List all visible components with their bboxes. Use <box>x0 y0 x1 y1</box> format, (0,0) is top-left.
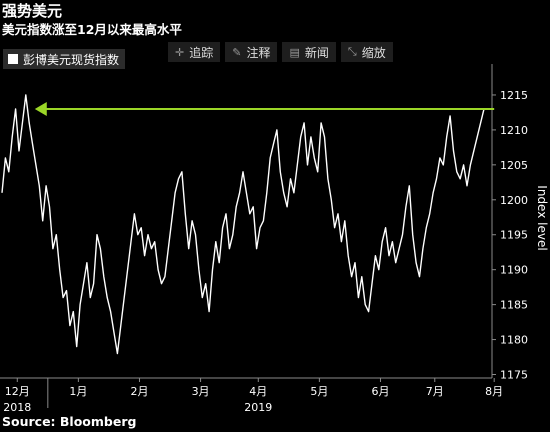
x-tick-label: 2月 <box>130 385 148 398</box>
annotate-icon: ✎ <box>232 45 242 59</box>
tool-annotate-label: 注释 <box>246 45 271 60</box>
tool-news-label: 新闻 <box>304 45 329 60</box>
x-tick-label: 12月 <box>5 385 30 398</box>
crosshair-icon: ✛ <box>175 45 185 59</box>
year-label: 2018 <box>3 401 31 414</box>
y-tick-label: 1215 <box>500 89 528 102</box>
y-tick-label: 1210 <box>500 124 528 137</box>
chart-toolbar: ✛ 追踪 ✎ 注释 ▤ 新闻 ⤡ 缩放 <box>168 42 398 62</box>
chart-subtitle: 美元指数涨至12月以来最高水平 <box>2 22 182 37</box>
series-line <box>1 94 485 355</box>
x-tick-label: 8月 <box>485 385 503 398</box>
x-tick-label: 1月 <box>69 385 87 398</box>
legend-label: 彭博美元现货指数 <box>23 52 120 67</box>
x-tick-label: 4月 <box>249 385 267 398</box>
legend[interactable]: 彭博美元现货指数 <box>3 49 126 69</box>
tool-track-label: 追踪 <box>189 45 214 60</box>
y-tick-label: 1195 <box>500 229 528 242</box>
year-label: 2019 <box>244 401 272 414</box>
tool-annotate-button[interactable]: ✎ 注释 <box>225 42 278 62</box>
tool-zoom-button[interactable]: ⤡ 缩放 <box>340 42 393 62</box>
x-tick-label: 7月 <box>426 385 444 398</box>
y-tick-label: 1190 <box>500 264 528 277</box>
annotation-arrow-head <box>34 101 47 116</box>
chart-title: 强势美元 <box>2 2 63 20</box>
tool-track-button[interactable]: ✛ 追踪 <box>168 42 221 62</box>
news-icon: ▤ <box>289 45 300 59</box>
legend-swatch <box>8 54 18 64</box>
x-tick-label: 6月 <box>371 385 389 398</box>
y-tick-label: 1200 <box>500 194 528 207</box>
tool-zoom-label: 缩放 <box>361 45 386 60</box>
y-tick-label: 1185 <box>500 299 528 312</box>
source-note: Source: Bloomberg <box>2 414 137 429</box>
tool-news-button[interactable]: ▤ 新闻 <box>282 42 336 62</box>
y-tick-label: 1180 <box>500 334 528 347</box>
y-tick-label: 1205 <box>500 159 528 172</box>
zoom-icon: ⤡ <box>347 45 357 58</box>
y-tick-label: 1175 <box>500 369 528 382</box>
x-tick-label: 5月 <box>310 385 328 398</box>
y-axis-title: Index level <box>535 185 549 250</box>
x-tick-label: 3月 <box>192 385 210 398</box>
